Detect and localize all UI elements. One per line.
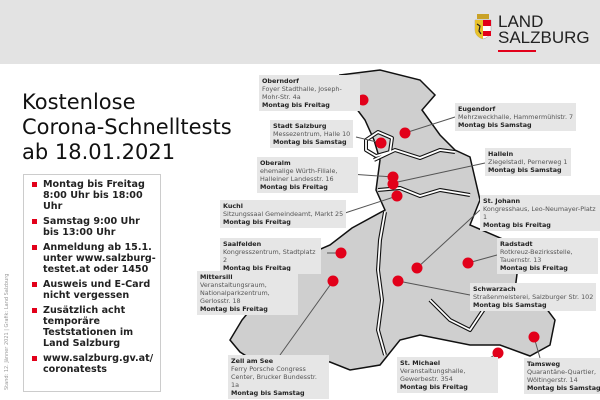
coat-of-arms-icon — [474, 14, 492, 40]
station-name: Zell am See — [231, 357, 274, 365]
info-text: Anmeldung ab 15.1. unter www.salzburg-te… — [43, 242, 156, 275]
station-name: Oberalm — [260, 159, 291, 167]
header-band — [0, 0, 600, 64]
station-label: Kuchl Sitzungssaal Gemeindeamt, Markt 25 M… — [220, 200, 347, 228]
station-name: Radstadt — [500, 240, 533, 248]
station-address: Veranstaltungsraum, Nationalparkzentrum,… — [200, 281, 270, 305]
marker-saalfelden — [335, 247, 347, 259]
bullet-square-icon — [32, 245, 37, 250]
station-name: Eugendorf — [458, 105, 496, 113]
station-address: Veranstaltungshalle, Gewerbestr. 354 — [400, 367, 466, 383]
station-label: Oberalm ehemalige Würth-Filiale, Halleine… — [257, 157, 358, 193]
station-label: St. Michael Veranstaltungshalle, Gewerbes… — [397, 357, 498, 393]
station-days: Montag bis Samstag — [458, 121, 532, 129]
station-name: Tamsweg — [527, 360, 561, 368]
title-line: Corona-Schnelltests — [22, 115, 232, 139]
info-item: Zusätzlich acht temporäre Teststationen … — [32, 305, 156, 349]
station-label: Schwarzach Straßenmeisterei, Salzburger S… — [470, 283, 597, 311]
info-item: www.salzburg.gv.at/ coronatests — [32, 353, 156, 375]
logo-red-bar — [498, 50, 536, 52]
station-label: Eugendorf Mehrzweckhalle, Hammermühlstr. … — [455, 103, 577, 131]
marker-oberndorf — [357, 94, 369, 106]
station-days: Montag bis Freitag — [483, 221, 551, 229]
info-box: Montag bis Freitag 8:00 Uhr bis 18:00 Uh… — [23, 174, 161, 392]
station-days: Montag bis Freitag — [262, 101, 330, 109]
district-borders — [364, 130, 521, 356]
info-text: Montag bis Freitag 8:00 Uhr bis 18:00 Uh… — [43, 179, 145, 212]
station-label: Mittersill Veranstaltungsraum, Nationalpa… — [197, 271, 298, 315]
info-item: Anmeldung ab 15.1. unter www.salzburg-te… — [32, 242, 156, 275]
page-title: Kostenlose Corona-Schnelltests ab 18.01.… — [22, 90, 232, 165]
info-item: Ausweis und E-Card nicht vergessen — [32, 279, 156, 301]
station-address: Mehrzweckhalle, Hammermühlstr. 7 — [458, 113, 574, 121]
station-days: Montag bis Freitag — [200, 305, 268, 313]
land-salzburg-logo: LAND SALZBURG — [474, 12, 590, 52]
station-name: Saalfelden — [223, 240, 262, 248]
station-address: ehemalige Würth-Filiale, Halleiner Lande… — [260, 167, 338, 183]
bullet-square-icon — [32, 356, 37, 361]
station-address: Sitzungssaal Gemeindeamt, Markt 25 — [223, 210, 344, 218]
station-name: St. Johann — [483, 197, 521, 205]
station-days: Montag bis Samstag — [231, 389, 305, 397]
info-text: Samstag 9:00 Uhr bis 13:00 Uhr — [43, 216, 140, 238]
station-days: Montag bis Freitag — [400, 383, 468, 391]
marker-st-johann — [411, 262, 423, 274]
info-text: Ausweis und E-Card nicht vergessen — [43, 279, 151, 301]
station-days: Montag bis Freitag — [500, 264, 568, 272]
bullet-square-icon — [32, 308, 37, 313]
station-days: Montag bis Samstag — [273, 138, 347, 146]
station-address: Ziegelstadl, Pernerweg 1 — [488, 158, 568, 166]
station-name: St. Michael — [400, 359, 441, 367]
station-name: Mittersill — [200, 273, 233, 281]
station-days: Montag bis Freitag — [223, 264, 291, 272]
marker-radstadt — [462, 257, 474, 269]
station-name: Schwarzach — [473, 285, 516, 293]
marker-stadt-salzburg — [375, 137, 387, 149]
station-label: Radstadt Rotkreuz-Bezirksstelle, Tauernst… — [497, 238, 598, 274]
station-address: Kongresshaus, Leo-Neumayer-Platz 1 — [483, 205, 596, 221]
station-label: Tamsweg Quarantäne-Quartier, Wöltingerstr… — [524, 358, 600, 394]
station-address: Messezentrum, Halle 10 — [273, 130, 351, 138]
info-text: www.salzburg.gv.at/ coronatests — [43, 353, 154, 375]
station-days: Montag bis Samstag — [488, 166, 562, 174]
marker-zell-am-see — [327, 275, 339, 287]
bullet-square-icon — [32, 282, 37, 287]
title-line: Kostenlose — [22, 90, 136, 114]
station-days: Montag bis Samstag — [527, 384, 600, 392]
station-address: Ferry Porsche Congress Center, Brucker B… — [231, 365, 317, 389]
station-markers — [266, 94, 540, 359]
station-days: Montag bis Freitag — [223, 218, 291, 226]
station-label: Hallein Ziegelstadl, Pernerweg 1 Montag bi… — [485, 148, 571, 176]
marker-st-michael — [492, 347, 504, 359]
logo-text-line2: SALZBURG — [498, 28, 590, 47]
logo-text-line1: LAND — [498, 12, 544, 31]
station-address: Quarantäne-Quartier, Wöltingerstr. 14 — [527, 368, 597, 384]
station-name: Kuchl — [223, 202, 243, 210]
station-address: Rotkreuz-Bezirksstelle, Tauernstr. 13 — [500, 248, 573, 264]
station-label: Stadt Salzburg Messezentrum, Halle 10 Mont… — [270, 120, 354, 148]
station-address: Kongresszentrum, Stadtplatz 2 — [223, 248, 316, 264]
station-label: Oberndorf Foyer Stadthalle, Joseph-Mohr-S… — [259, 75, 360, 111]
station-days: Montag bis Samstag — [473, 301, 547, 309]
bullet-square-icon — [32, 219, 37, 224]
station-name: Hallein — [488, 150, 514, 158]
marker-tamsweg — [528, 331, 540, 343]
station-label: St. Johann Kongresshaus, Leo-Neumayer-Pla… — [480, 195, 600, 231]
marker-schwarzach — [392, 275, 404, 287]
info-item: Montag bis Freitag 8:00 Uhr bis 18:00 Uh… — [32, 179, 156, 212]
marker-hallein — [387, 178, 399, 190]
marker-eugendorf — [399, 127, 411, 139]
bullet-square-icon — [32, 182, 37, 187]
info-item: Samstag 9:00 Uhr bis 13:00 Uhr — [32, 216, 156, 238]
station-label: Zell am See Ferry Porsche Congress Center… — [228, 355, 329, 399]
station-days: Montag bis Freitag — [260, 183, 328, 191]
station-name: Stadt Salzburg — [273, 122, 327, 130]
title-line: ab 18.01.2021 — [22, 140, 176, 164]
station-address: Foyer Stadthalle, Joseph-Mohr-Str. 4a — [262, 85, 342, 101]
station-name: Oberndorf — [262, 77, 299, 85]
station-address: Straßenmeisterei, Salzburger Str. 102 — [473, 293, 594, 301]
marker-kuchl — [391, 190, 403, 202]
info-text: Zusätzlich acht temporäre Teststationen … — [43, 305, 134, 349]
